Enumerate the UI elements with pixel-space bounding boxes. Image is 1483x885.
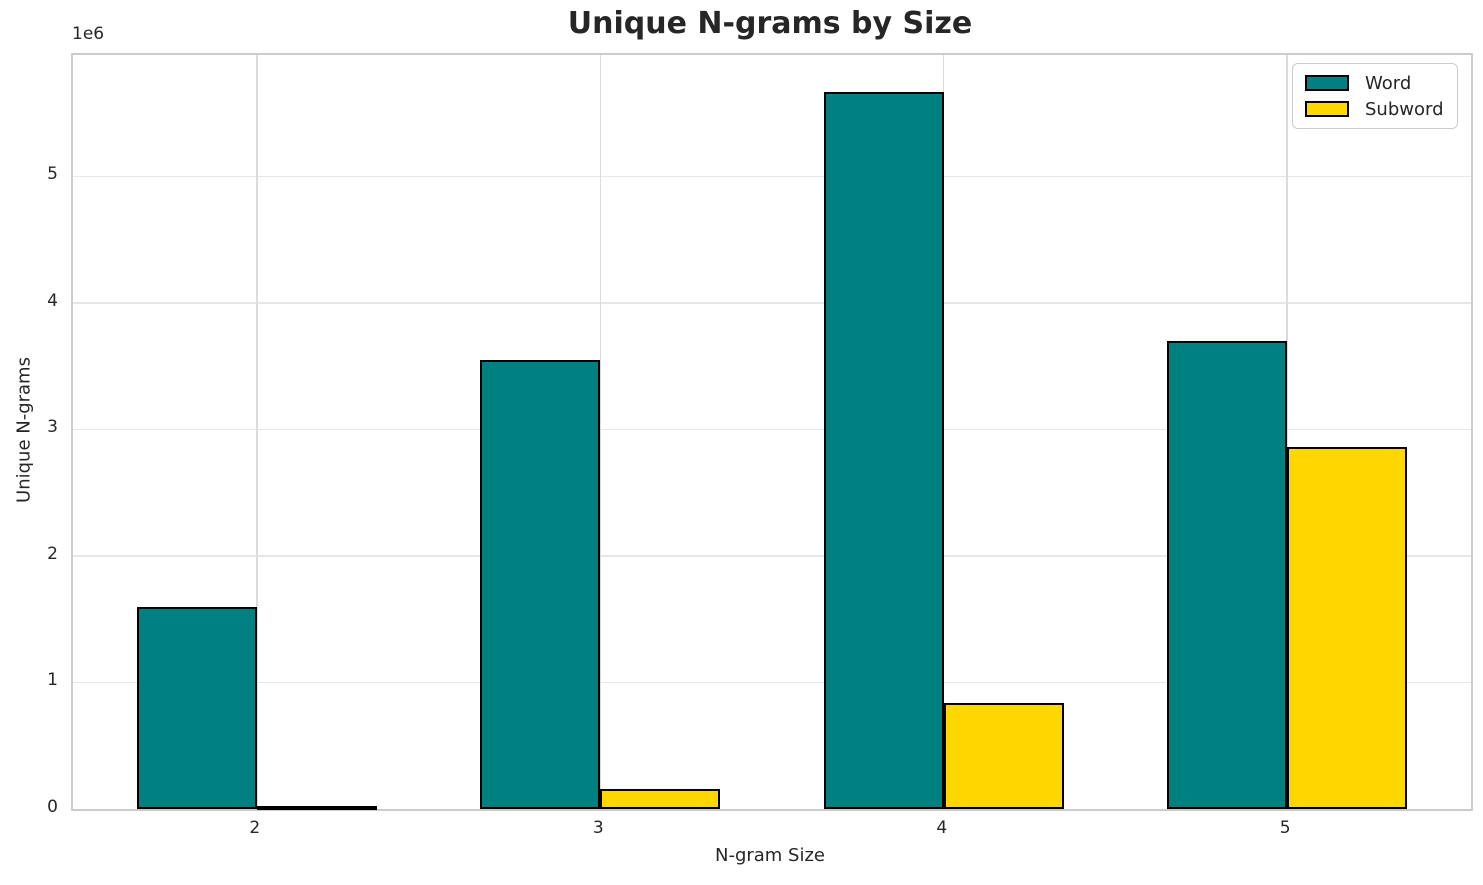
x-axis-label: N-gram Size bbox=[714, 845, 826, 866]
y-tick-label-2: 2 bbox=[47, 543, 58, 564]
y-tick-label-1: 1 bbox=[47, 670, 58, 691]
gridline-y-4 bbox=[73, 302, 1471, 304]
chart-title: Unique N-grams by Size bbox=[567, 6, 973, 41]
legend-label-subword: Subword bbox=[1365, 98, 1444, 120]
legend-label-word: Word bbox=[1365, 72, 1412, 94]
x-tick-label-3: 3 bbox=[592, 818, 604, 838]
y-tick-label-4: 4 bbox=[47, 290, 58, 311]
y-tick-label-3: 3 bbox=[47, 417, 58, 438]
bar-subword-3 bbox=[600, 788, 721, 809]
plot-area bbox=[71, 53, 1473, 811]
x-tick-label-5: 5 bbox=[1279, 818, 1291, 838]
gridline-x-4 bbox=[942, 55, 945, 809]
y-tick-label-5: 5 bbox=[47, 164, 58, 185]
y-axis-offset-label: 1e6 bbox=[72, 24, 105, 44]
legend: Word Subword bbox=[1292, 63, 1458, 129]
x-tick-label-4: 4 bbox=[936, 818, 948, 838]
legend-swatch-word bbox=[1305, 75, 1349, 91]
bar-word-3 bbox=[480, 359, 601, 809]
bar-subword-5 bbox=[1287, 447, 1408, 809]
bar-word-5 bbox=[1167, 340, 1288, 809]
legend-item-subword: Subword bbox=[1305, 97, 1445, 121]
gridline-x-2 bbox=[256, 55, 258, 809]
legend-swatch-subword bbox=[1305, 101, 1349, 117]
x-tick-label-2: 2 bbox=[249, 818, 261, 838]
gridline-y-3 bbox=[73, 428, 1471, 431]
bar-word-4 bbox=[823, 91, 944, 809]
gridline-y-5 bbox=[73, 175, 1471, 178]
legend-item-word: Word bbox=[1305, 71, 1445, 95]
bar-subword-4 bbox=[943, 702, 1064, 809]
bar-word-2 bbox=[136, 606, 257, 809]
bar-subword-2 bbox=[256, 805, 377, 810]
y-tick-label-0: 0 bbox=[47, 797, 58, 817]
gridline-y-2 bbox=[73, 555, 1471, 557]
gridline-x-5 bbox=[1286, 55, 1288, 809]
gridline-y-1 bbox=[73, 681, 1471, 684]
gridline-x-3 bbox=[599, 55, 601, 809]
